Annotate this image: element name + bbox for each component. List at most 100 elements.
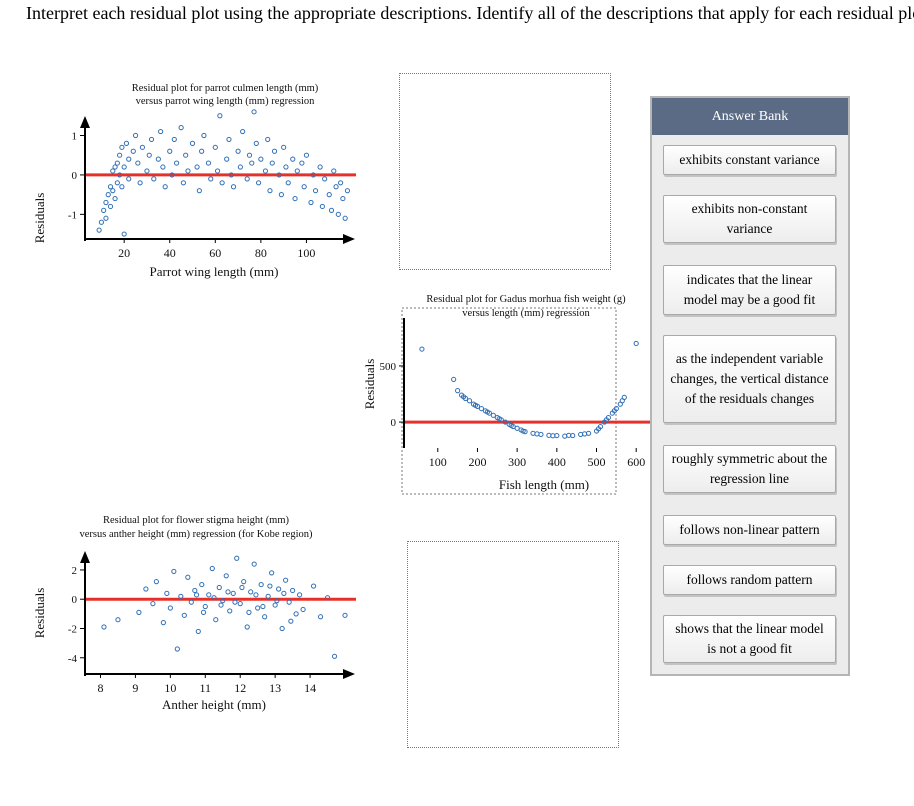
answer-chip[interactable]: as the independent variable changes, the… xyxy=(663,335,836,423)
x-axis-label: Parrot wing length (mm) xyxy=(150,264,279,279)
data-point xyxy=(239,584,245,591)
data-point xyxy=(208,176,214,182)
data-point xyxy=(169,172,175,178)
data-point xyxy=(269,570,275,576)
data-point xyxy=(153,579,159,585)
data-point xyxy=(189,140,196,146)
drop-target-flower[interactable] xyxy=(407,541,619,748)
plot-title-line2: versus parrot wing length (mm) regressio… xyxy=(136,96,316,107)
x-tick-label: 12 xyxy=(234,681,246,695)
data-point xyxy=(217,113,223,119)
answer-chip[interactable]: roughly symmetric about the regression l… xyxy=(663,445,836,493)
plot-title-line1: Residual plot for parrot culmen length (… xyxy=(132,83,319,94)
data-point xyxy=(255,180,262,186)
y-axis-arrow xyxy=(80,551,90,563)
data-point xyxy=(603,417,610,423)
data-point xyxy=(455,388,461,394)
data-point xyxy=(301,184,307,190)
data-point xyxy=(96,227,102,233)
y-tick-label: 0 xyxy=(72,170,78,182)
plot-title-line1: Residual plot for Gadus morhua fish weig… xyxy=(426,294,626,305)
data-point xyxy=(281,590,287,596)
data-point xyxy=(566,432,572,438)
x-tick-label: 100 xyxy=(297,246,315,260)
data-point xyxy=(290,587,296,594)
data-point xyxy=(139,144,146,150)
data-point xyxy=(317,614,324,620)
data-point xyxy=(121,164,127,170)
data-point xyxy=(114,160,120,166)
data-point xyxy=(283,164,289,170)
x-tick-label: 200 xyxy=(468,455,486,469)
data-point xyxy=(181,612,187,618)
data-point xyxy=(158,128,164,135)
data-point xyxy=(195,628,201,635)
data-point xyxy=(171,136,177,143)
x-tick-label: 20 xyxy=(118,246,130,260)
data-point xyxy=(244,624,250,630)
data-point xyxy=(290,156,296,162)
answer-bank: Answer Bank exhibits constant variance e… xyxy=(650,96,850,676)
data-point xyxy=(199,581,205,588)
instructions: Interpret each residual plot using the a… xyxy=(26,3,914,23)
data-point xyxy=(299,160,305,166)
plot-title-line2: versus length (mm) regression xyxy=(462,308,590,319)
data-point xyxy=(241,579,247,585)
data-point xyxy=(164,590,170,596)
flower-ticks: 8 9 10 11 12 13 14 2 0 -2 -4 xyxy=(68,565,316,695)
data-point xyxy=(308,199,314,206)
data-point xyxy=(214,168,221,174)
data-point xyxy=(611,408,617,414)
data-point xyxy=(240,128,246,135)
data-point xyxy=(419,346,425,352)
answer-chip[interactable]: exhibits non-constant variance xyxy=(663,195,836,243)
data-point xyxy=(451,376,457,383)
answer-chip[interactable]: exhibits constant variance xyxy=(663,145,836,175)
y-axis-label: Residuals xyxy=(32,588,47,639)
answer-chip[interactable]: follows non-linear pattern xyxy=(663,515,836,545)
plot-title-line1: Residual plot for flower stigma height (… xyxy=(103,515,290,526)
data-point xyxy=(183,152,189,158)
data-point xyxy=(213,617,219,623)
data-point xyxy=(582,431,588,437)
data-point xyxy=(297,592,303,598)
data-point xyxy=(328,207,335,213)
data-point xyxy=(211,595,217,601)
data-point xyxy=(248,589,254,595)
data-point xyxy=(209,565,215,572)
data-point xyxy=(255,605,261,611)
data-point xyxy=(496,416,502,422)
parrot-marks xyxy=(85,109,356,237)
y-tick-label: 0 xyxy=(72,594,78,606)
data-point xyxy=(219,180,225,186)
data-point xyxy=(249,160,255,166)
data-point xyxy=(344,188,351,194)
data-point xyxy=(324,595,331,601)
x-tick-label: 40 xyxy=(164,246,176,260)
data-point xyxy=(101,207,107,213)
x-tick-label: 14 xyxy=(304,681,316,695)
data-point xyxy=(103,199,109,206)
data-point xyxy=(267,583,273,589)
data-point xyxy=(205,160,212,166)
answer-chip[interactable]: shows that the linear model is not a goo… xyxy=(663,615,836,663)
fish-ticks: 100 200 300 400 500 600 500 0 xyxy=(380,361,646,469)
data-point xyxy=(262,168,269,174)
x-axis-label: Anther height (mm) xyxy=(162,697,266,712)
data-point xyxy=(331,168,337,174)
answer-chip[interactable]: indicates that the linear model may be a… xyxy=(663,265,836,315)
x-tick-label: 400 xyxy=(548,455,566,469)
answer-chip[interactable]: follows random pattern xyxy=(663,565,836,595)
data-point xyxy=(338,180,344,186)
y-tick-label: 2 xyxy=(72,565,78,577)
data-point xyxy=(148,136,155,143)
data-point xyxy=(107,184,114,190)
y-tick-label: 0 xyxy=(391,417,397,429)
data-point xyxy=(232,599,238,605)
data-point xyxy=(227,608,233,614)
data-point xyxy=(171,568,177,575)
drop-target-parrot[interactable] xyxy=(399,73,611,270)
data-point xyxy=(174,646,180,652)
data-point xyxy=(279,625,285,632)
data-point xyxy=(265,136,271,143)
